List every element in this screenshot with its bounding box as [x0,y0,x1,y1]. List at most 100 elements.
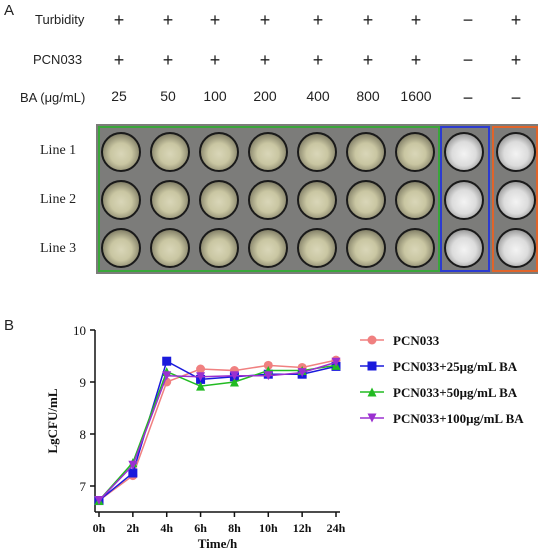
y-tick-label: 8 [80,427,87,442]
x-tick-label: 10h [259,521,278,535]
x-tick-label: 8h [228,521,241,535]
plate-well [346,180,386,220]
row-cell: + [510,50,522,70]
plate-well [297,132,337,172]
plate-well [101,180,141,220]
row-cell: 200 [253,88,277,104]
data-point [128,468,138,478]
row-cell: + [113,50,125,70]
row-cell: + [410,50,422,70]
row-cell: + [362,10,374,30]
legend-marker [367,387,377,397]
row-cell: − [462,50,474,70]
row-cell: 25 [111,88,127,104]
plate-well [395,180,435,220]
plate-well [199,180,239,220]
y-tick-label: 7 [80,479,87,494]
row-cell: − [462,10,474,30]
plate-well [150,180,190,220]
blue-box [440,126,490,272]
row-label: Turbidity [35,12,85,27]
plate-well [444,132,484,172]
plate-well [297,180,337,220]
series-line [98,360,337,502]
data-point [162,371,172,381]
plate-well [101,132,141,172]
legend-entry: PCN033+100μg/mL BA [393,411,524,426]
plate-well [248,228,288,268]
line-label: Line 3 [40,241,77,256]
y-tick-label: 10 [73,323,86,338]
y-axis-label: LgCFU/mL [45,388,60,453]
growth-curve-chart: 7 8 9 10 0h 2h 4h 6h 8h 10h 12h 24h Time/h LgCFU/mL PC… [45,323,524,550]
row-cell: + [510,10,522,30]
data-point [128,460,138,470]
row-cell: + [209,50,221,70]
row-cell: + [410,10,422,30]
data-point [162,356,172,366]
plate-well [444,228,484,268]
series-line [98,364,337,502]
row-cell: 50 [160,88,176,104]
data-point [94,496,104,506]
panel-b-letter: B [4,317,15,334]
line-label: Line 2 [40,192,77,207]
series-line [98,359,337,502]
x-tick-label: 4h [160,521,173,535]
plate-well [346,228,386,268]
row-cell: 400 [306,88,330,104]
data-point [263,360,273,370]
plate-well [496,180,536,220]
plate-well [346,132,386,172]
orange-box [492,126,538,272]
row-cell: 100 [203,88,227,104]
y-tick-label: 9 [80,375,87,390]
plate-well [150,228,190,268]
row-cell: − [510,88,522,108]
plate-well [395,132,435,172]
green-box [98,126,440,272]
row-cell: 800 [356,88,380,104]
legend-entry: PCN033 [393,333,440,348]
row-cell: + [113,10,125,30]
data-point [196,364,206,374]
panel-a-letter: A [4,2,15,19]
x-axis-label: Time/h [198,536,238,550]
x-tick-label: 0h [93,521,106,535]
plate-well [297,228,337,268]
series-line [98,361,337,502]
plate-well [496,228,536,268]
legend-entry: PCN033+50μg/mL BA [393,385,518,400]
plate-well [444,180,484,220]
x-tick-label: 12h [293,521,312,535]
data-point [263,371,273,381]
row-cell: + [259,50,271,70]
row-label: BA (μg/mL) [20,90,86,105]
row-cell: + [162,50,174,70]
row-cell: + [259,10,271,30]
data-point [229,371,239,381]
plate-well [248,132,288,172]
plate-well [150,132,190,172]
plate-well [395,228,435,268]
plate-well [199,228,239,268]
x-tick-label: 2h [127,521,140,535]
data-point [196,381,206,391]
row-cell: + [312,10,324,30]
row-cell: + [162,10,174,30]
line-label: Line 1 [40,143,77,158]
data-point [196,372,206,382]
row-cell: + [312,50,324,70]
plate-well [101,228,141,268]
legend-marker [367,413,377,423]
row-cell: + [209,10,221,30]
x-tick-label: 6h [194,521,207,535]
legend-marker [367,335,377,345]
plate-well [248,180,288,220]
plate-well [199,132,239,172]
row-cell: − [462,88,474,108]
row-cell: + [362,50,374,70]
data-point [229,377,239,387]
data-point [331,357,341,367]
data-point [297,368,307,378]
